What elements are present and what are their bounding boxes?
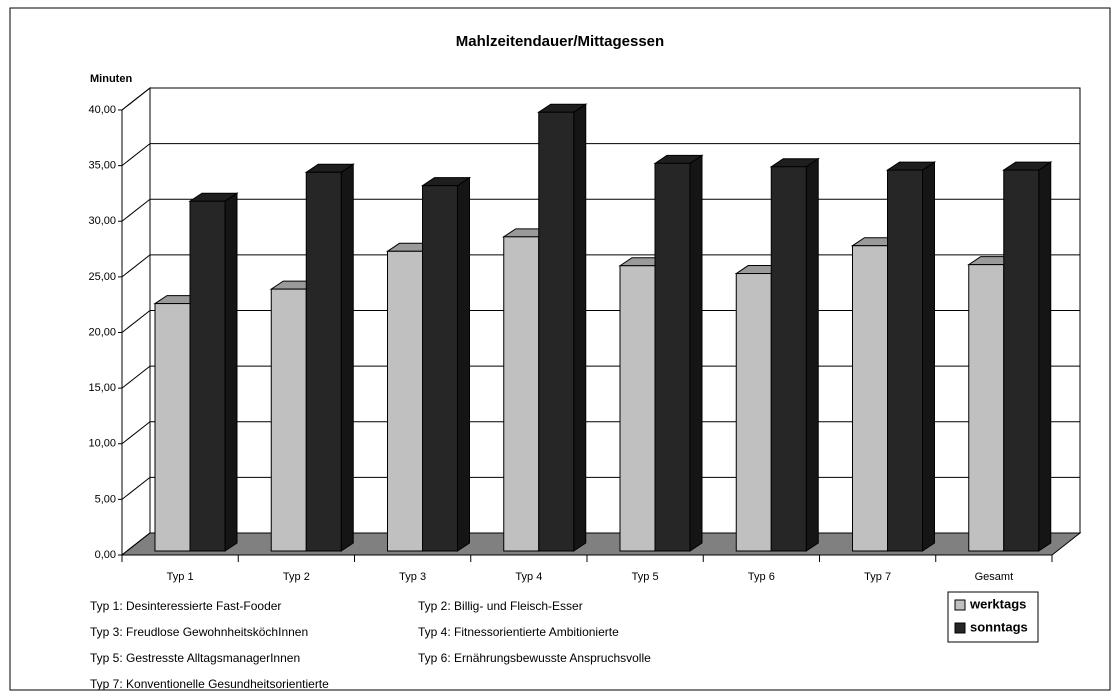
- bar: [270, 288, 307, 552]
- note: Typ 5: Gestresste AlltagsmanagerInnen: [90, 651, 300, 665]
- side-grid-line: [121, 254, 151, 278]
- bar: [305, 171, 342, 552]
- y-tick-label: 5,00: [95, 493, 116, 505]
- x-tick-label: Typ 3: [399, 571, 426, 583]
- bar: [503, 236, 540, 552]
- y-tick-label: 10,00: [88, 438, 116, 450]
- note: Typ 7: Konventionelle Gesundheitsorienti…: [90, 677, 329, 691]
- side-grid-line: [121, 421, 151, 445]
- bar-side: [224, 192, 238, 552]
- y-tick-label: 15,00: [88, 382, 116, 394]
- y-tick-label: 30,00: [88, 215, 116, 227]
- bar: [538, 111, 575, 552]
- side-grid-line: [121, 310, 151, 333]
- legend-label: werktags: [969, 596, 1026, 611]
- side-grid-line: [121, 87, 151, 111]
- bar: [852, 245, 888, 552]
- side-grid-line: [121, 198, 151, 222]
- y-tick-label: 35,00: [88, 160, 116, 172]
- note: Typ 3: Freudlose GewohnheitsköchInnen: [90, 625, 308, 639]
- floor: [120, 532, 1082, 556]
- x-tick-label: Typ 5: [632, 571, 659, 583]
- legend-swatch: [954, 599, 966, 611]
- bar-side: [805, 157, 819, 552]
- bar: [387, 250, 423, 552]
- bar: [654, 162, 691, 552]
- note: Typ 4: Fitnessorientierte Ambitionierte: [418, 625, 619, 639]
- bar: [968, 264, 1005, 552]
- bar: [189, 200, 226, 552]
- note: Typ 6: Ernährungsbewusste Anspruchsvolle: [418, 651, 651, 665]
- bar: [887, 169, 923, 552]
- bar: [422, 185, 458, 552]
- bar: [1003, 169, 1040, 552]
- bar-side: [922, 161, 935, 552]
- x-tick-label: Gesamt: [975, 571, 1014, 583]
- bar: [619, 265, 656, 552]
- bar: [154, 303, 191, 552]
- bar-side: [573, 103, 587, 552]
- y-tick-label: 0,00: [95, 549, 116, 561]
- x-tick-label: Typ 2: [283, 571, 310, 583]
- chart-title: Mahlzeitendauer/Mittagessen: [456, 33, 664, 50]
- y-tick-label: 20,00: [88, 326, 116, 338]
- bar: [770, 166, 807, 552]
- y-tick-label: 25,00: [88, 271, 116, 283]
- x-tick-label: Typ 4: [515, 571, 542, 583]
- bar: [735, 273, 772, 552]
- legend-swatch: [954, 622, 966, 634]
- y-axis-label: Minuten: [90, 73, 132, 85]
- side-grid-line: [121, 143, 151, 167]
- x-tick-label: Typ 1: [167, 571, 194, 583]
- x-tick-label: Typ 7: [864, 571, 891, 583]
- legend-label: sonntags: [970, 619, 1028, 634]
- x-tick-label: Typ 6: [748, 571, 775, 583]
- bar-side: [340, 163, 354, 552]
- side-grid-line: [121, 365, 151, 389]
- note: Typ 2: Billig- und Fleisch-Esser: [418, 599, 583, 613]
- side-grid-line: [121, 476, 151, 500]
- bar-side: [689, 154, 703, 552]
- y-tick-label: 40,00: [88, 104, 116, 116]
- bar-side: [1038, 161, 1052, 552]
- note: Typ 1: Desinteressierte Fast-Fooder: [90, 599, 281, 613]
- bar-side: [457, 176, 470, 552]
